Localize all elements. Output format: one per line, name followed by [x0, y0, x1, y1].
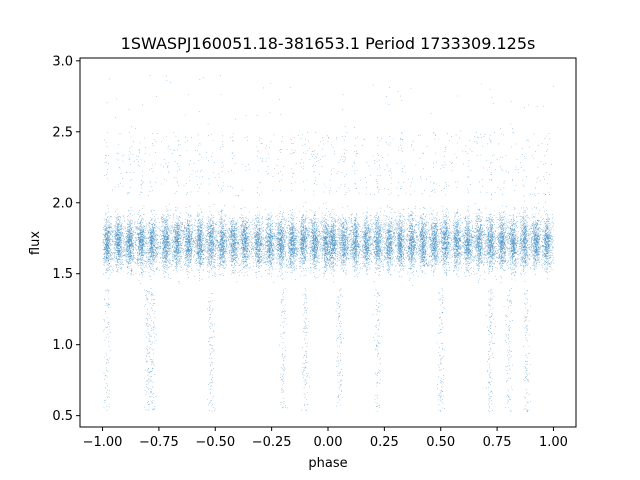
data-points	[102, 75, 554, 412]
x-tick-label: 0.50	[426, 435, 455, 450]
scatter-points	[102, 75, 554, 412]
y-axis: 0.5 1.0 1.5 2.0 2.5 3.0	[52, 54, 80, 424]
x-axis-label: phase	[308, 456, 347, 471]
y-axis-label: flux	[28, 231, 43, 255]
x-tick-label: 1.00	[539, 435, 568, 450]
x-tick-label: 0.00	[314, 435, 343, 450]
y-tick-label: 3.0	[52, 54, 73, 69]
x-tick-label: −0.50	[195, 435, 235, 450]
y-tick-label: 2.5	[52, 125, 73, 140]
y-tick-label: 2.0	[52, 196, 73, 211]
x-tick-label: 0.75	[483, 435, 512, 450]
y-tick-label: 0.5	[52, 409, 73, 424]
y-tick-label: 1.5	[52, 267, 73, 282]
chart-title: 1SWASPJ160051.18-381653.1 Period 1733309…	[121, 34, 536, 53]
y-tick-label: 1.0	[52, 338, 73, 353]
x-axis: −1.00 −0.75 −0.50 −0.25 0.00 0.25 0.50 0.75 1.00	[83, 427, 568, 450]
x-tick-label: −1.00	[83, 435, 123, 450]
x-tick-label: 0.25	[370, 435, 399, 450]
x-tick-label: −0.25	[252, 435, 292, 450]
x-tick-label: −0.75	[139, 435, 179, 450]
